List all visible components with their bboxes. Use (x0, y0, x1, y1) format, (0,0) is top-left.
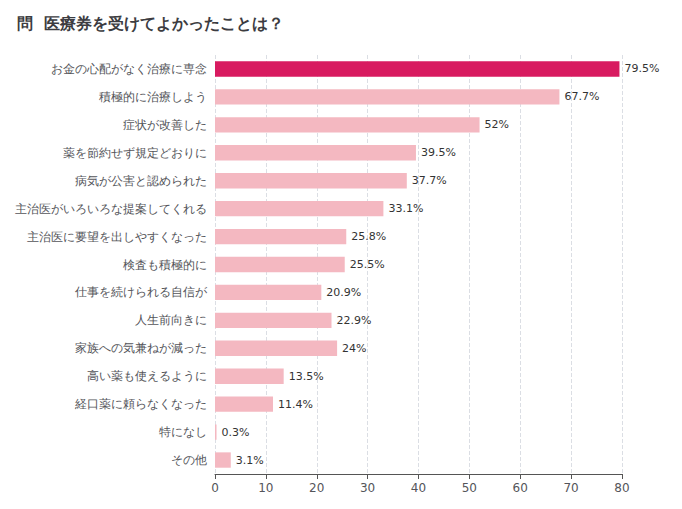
svg-text:薬を節約せず規定どおりに: 薬を節約せず規定どおりに (63, 146, 207, 160)
svg-text:40: 40 (411, 481, 426, 495)
svg-text:39.5%: 39.5% (421, 146, 456, 159)
svg-text:22.9%: 22.9% (337, 314, 372, 327)
svg-text:経口薬に頼らなくなった: 経口薬に頼らなくなった (74, 397, 207, 411)
svg-text:24%: 24% (342, 342, 366, 355)
svg-text:仕事を続けられる自信が: 仕事を続けられる自信が (74, 285, 208, 299)
svg-text:30: 30 (360, 481, 375, 495)
svg-text:25.8%: 25.8% (351, 230, 386, 243)
svg-text:10: 10 (258, 481, 273, 495)
svg-text:0: 0 (211, 481, 219, 495)
svg-text:特になし: 特になし (159, 425, 207, 439)
svg-text:20.9%: 20.9% (326, 286, 361, 299)
svg-text:79.5%: 79.5% (624, 62, 659, 75)
svg-text:25.5%: 25.5% (350, 258, 385, 271)
svg-text:検査も積極的に: 検査も積極的に (123, 258, 207, 272)
svg-text:高い薬も使えるように: 高い薬も使えるように (87, 369, 207, 383)
svg-text:症状が改善した: 症状が改善した (123, 118, 207, 132)
svg-text:積極的に治療しよう: 積極的に治療しよう (99, 90, 207, 104)
svg-text:主治医に要望を出しやすくなった: 主治医に要望を出しやすくなった (27, 230, 207, 244)
svg-text:13.5%: 13.5% (289, 370, 324, 383)
svg-text:家族への気兼ねが減った: 家族への気兼ねが減った (75, 341, 207, 355)
svg-text:お金の心配がなく治療に専念: お金の心配がなく治療に専念 (51, 62, 207, 76)
svg-text:33.1%: 33.1% (388, 202, 423, 215)
svg-text:主治医がいろいろな提案してくれる: 主治医がいろいろな提案してくれる (15, 202, 207, 216)
svg-text:50: 50 (462, 481, 477, 495)
svg-text:3.1%: 3.1% (236, 454, 264, 467)
svg-text:11.4%: 11.4% (278, 398, 313, 411)
svg-text:67.7%: 67.7% (564, 90, 599, 103)
svg-text:その他: その他 (171, 453, 207, 467)
svg-text:問 医療券を受けてよかったことは？: 問 医療券を受けてよかったことは？ (17, 14, 284, 33)
svg-text:20: 20 (309, 481, 324, 495)
svg-text:70: 70 (563, 481, 578, 495)
svg-text:0.3%: 0.3% (222, 426, 250, 439)
svg-text:37.7%: 37.7% (412, 174, 447, 187)
svg-text:80: 80 (614, 481, 629, 495)
svg-text:60: 60 (513, 481, 528, 495)
svg-text:52%: 52% (485, 118, 509, 131)
svg-text:病気が公害と認められた: 病気が公害と認められた (75, 174, 207, 188)
svg-text:人生前向きに: 人生前向きに (135, 313, 207, 327)
